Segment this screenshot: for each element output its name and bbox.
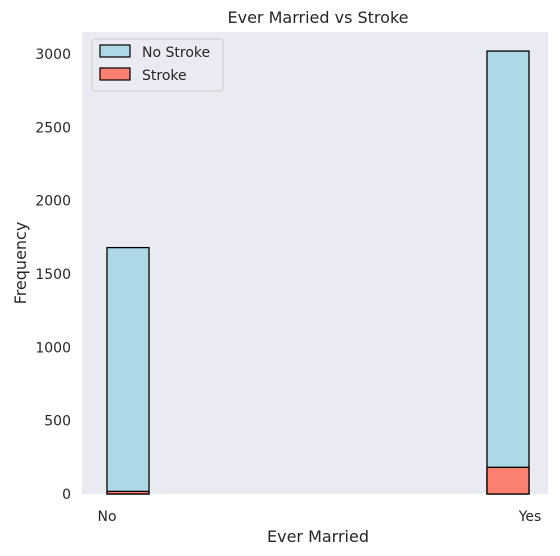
legend-label-stroke: Stroke: [142, 68, 187, 84]
x-tick-label: Yes: [518, 509, 542, 525]
y-axis-label: Frequency: [11, 222, 30, 305]
legend-swatch-no-stroke: [99, 44, 131, 58]
y-tick-label: 1000: [35, 340, 71, 356]
x-tick-label: No: [97, 509, 116, 525]
bars: [106, 50, 530, 495]
bar-stroke-no: [106, 490, 150, 495]
bar-no-stroke-yes: [486, 50, 530, 495]
chart-title: Ever Married vs Stroke: [228, 8, 409, 27]
y-tick-label: 0: [62, 487, 71, 503]
x-axis-label: Ever Married: [267, 527, 369, 546]
x-ticks: No Yes: [97, 509, 541, 525]
y-tick-label: 500: [44, 414, 71, 430]
y-tick-label: 2000: [35, 194, 71, 210]
bar-no-stroke-no: [106, 246, 150, 495]
plot-area: [82, 32, 548, 494]
legend-label-no-stroke: No Stroke: [142, 45, 210, 61]
y-ticks: 0 500 1000 1500 2000 2500 3000: [35, 47, 71, 503]
y-tick-label: 1500: [35, 267, 71, 283]
y-tick-label: 2500: [35, 120, 71, 136]
legend-swatch-stroke: [99, 67, 131, 81]
legend: No Stroke Stroke: [91, 38, 224, 92]
bar-stroke-yes: [486, 466, 530, 495]
y-tick-label: 3000: [35, 47, 71, 63]
